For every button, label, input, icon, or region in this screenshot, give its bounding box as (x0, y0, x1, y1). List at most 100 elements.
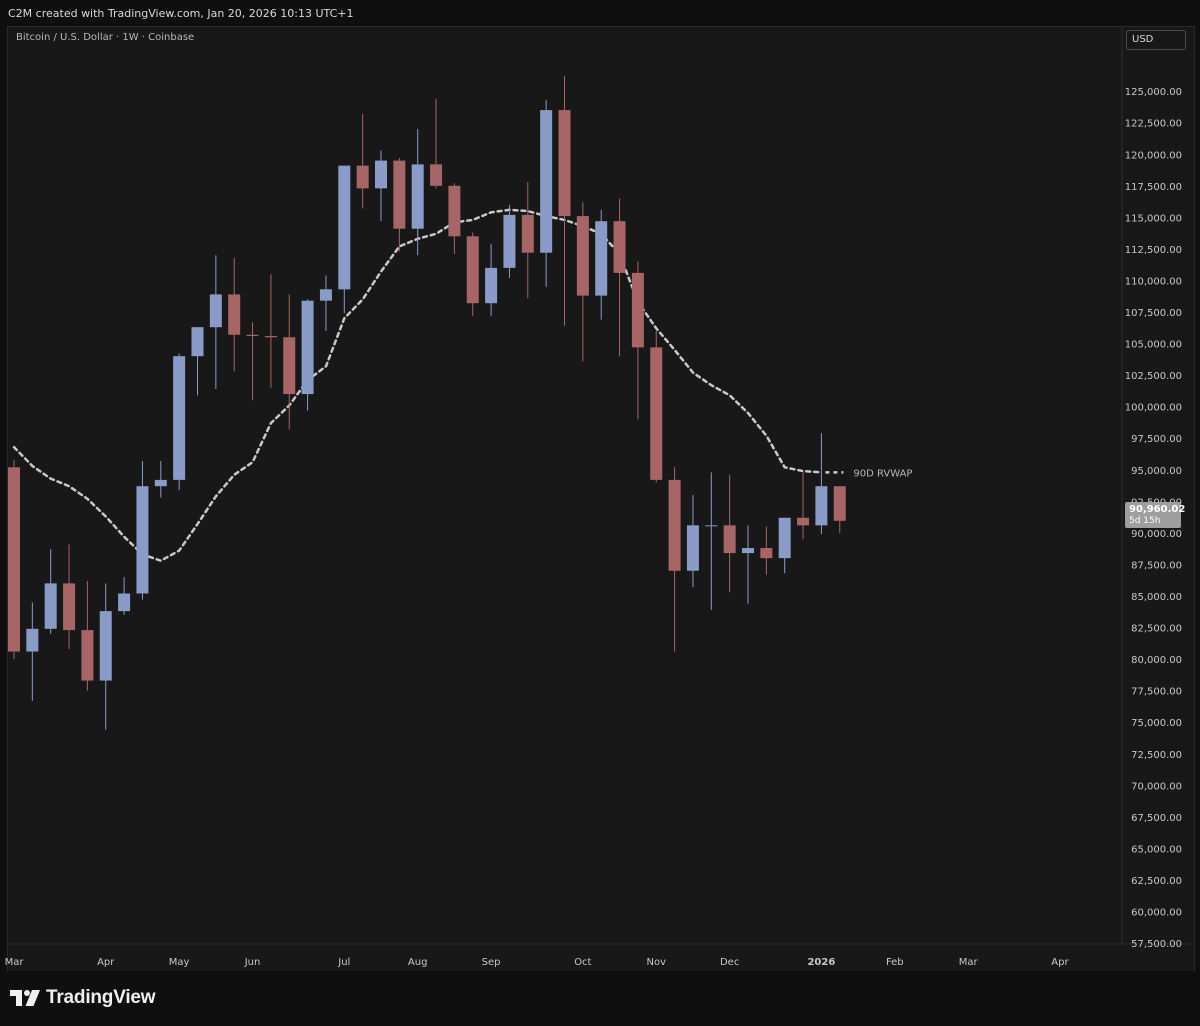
candle-body (668, 479, 681, 571)
candle (448, 183, 461, 254)
price-tick-label: 105,000.00 (1125, 340, 1182, 351)
last-price-tag: 90,960.02 5d 15h (1125, 502, 1185, 528)
price-tick-label: 120,000.00 (1125, 150, 1182, 161)
candle (136, 460, 149, 600)
time-tick-label: Jun (244, 957, 261, 968)
candle-body (686, 525, 699, 571)
price-tick-label: 72,500.00 (1131, 750, 1182, 761)
candle-body (356, 165, 369, 189)
candle (63, 544, 76, 650)
candle-body (815, 486, 828, 526)
price-tick-label: 85,000.00 (1131, 592, 1182, 603)
candle (191, 327, 204, 396)
candle (264, 274, 277, 388)
candle (650, 330, 663, 483)
time-tick-label: May (169, 957, 190, 968)
candle (723, 474, 736, 593)
time-tick-label: Apr (97, 957, 115, 968)
candle-body (81, 630, 94, 681)
rvwap-line-group (12, 208, 823, 563)
brand-name: TradingView (46, 987, 156, 1008)
candle-body (430, 164, 443, 186)
candle (668, 467, 681, 652)
time-tick-label: Sep (482, 957, 501, 968)
candle-body (742, 548, 754, 554)
candle-body (833, 486, 846, 521)
candle (705, 472, 718, 610)
time-tick-label: Feb (886, 957, 904, 968)
candle (576, 202, 589, 362)
candle-body (595, 221, 608, 296)
rvwap-line (12, 208, 823, 563)
chart-pane[interactable] (7, 26, 1195, 972)
currency-button[interactable]: USD (1126, 30, 1186, 50)
candle (797, 472, 810, 540)
price-tick-label: 102,500.00 (1125, 371, 1182, 382)
time-tick-label: 2026 (807, 957, 835, 968)
candle-body (650, 347, 663, 480)
candle (246, 322, 259, 401)
price-tick-label: 67,500.00 (1131, 813, 1182, 824)
price-tick-label: 87,500.00 (1131, 560, 1182, 571)
symbol-legend[interactable]: Bitcoin / U.S. Dollar · 1W · Coinbase (16, 32, 195, 43)
candle-body (338, 165, 351, 290)
candle (485, 243, 498, 316)
candle (173, 353, 186, 490)
candle (430, 98, 443, 189)
price-tick-label: 62,500.00 (1131, 876, 1182, 887)
price-tick-label: 110,000.00 (1125, 276, 1182, 287)
candle (301, 299, 314, 411)
candle-body (136, 486, 149, 594)
candle (595, 209, 608, 320)
candle-body (448, 185, 461, 237)
candle (466, 232, 479, 316)
tradingview-logo-icon (10, 990, 40, 1006)
candle-body (319, 289, 332, 301)
candle (375, 150, 387, 222)
candle (319, 275, 332, 331)
candle (778, 517, 791, 574)
candle-body (485, 267, 498, 304)
price-tick-label: 125,000.00 (1125, 87, 1182, 98)
candle (393, 158, 406, 252)
candle-body (466, 236, 479, 304)
candle (26, 602, 39, 701)
candle-body (191, 327, 204, 357)
footer-bar (0, 971, 1200, 1026)
candle-body (613, 221, 626, 273)
time-tick-label: Mar (5, 957, 25, 968)
candle (540, 100, 553, 287)
price-tick-label: 90,000.00 (1131, 529, 1182, 540)
rvwap-legend: 90D RVWAP (825, 468, 912, 479)
candle (521, 182, 534, 299)
candle-body (246, 334, 259, 337)
candle (338, 165, 351, 314)
price-tick-label: 112,500.00 (1125, 245, 1182, 256)
candle (99, 583, 112, 730)
time-tick-label: Apr (1051, 957, 1069, 968)
time-axis-labels: Mar Apr May Jun Jul Aug Sep Oct Nov Dec 2026 Feb Mar… (5, 957, 1070, 968)
price-tick-label: 100,000.00 (1125, 403, 1182, 414)
candle-body (723, 525, 736, 554)
candle (154, 460, 167, 498)
time-tick-label: Dec (720, 957, 739, 968)
price-tick-label: 65,000.00 (1131, 844, 1182, 855)
time-tick-label: Jul (337, 957, 350, 968)
candle-body (503, 214, 516, 268)
candle-body (576, 216, 589, 296)
attribution-text: C2M created with TradingView.com, Jan 20… (8, 7, 354, 20)
price-axis-labels: 57,500.00 60,000.00 62,500.00 65,000.00 67,5… (1125, 87, 1182, 950)
top-bar: C2M created with TradingView.com, Jan 20… (0, 0, 1200, 26)
price-tick-label: 82,500.00 (1131, 624, 1182, 635)
candle (742, 525, 754, 604)
candle-body (228, 294, 241, 335)
candle (8, 459, 20, 660)
candles-group (8, 76, 846, 730)
candle (44, 549, 57, 634)
price-tick-label: 70,000.00 (1131, 781, 1182, 792)
candle (760, 526, 773, 575)
candle (503, 204, 516, 278)
price-tick-label: 80,000.00 (1131, 655, 1182, 666)
tradingview-logo[interactable]: TradingView (10, 987, 156, 1009)
